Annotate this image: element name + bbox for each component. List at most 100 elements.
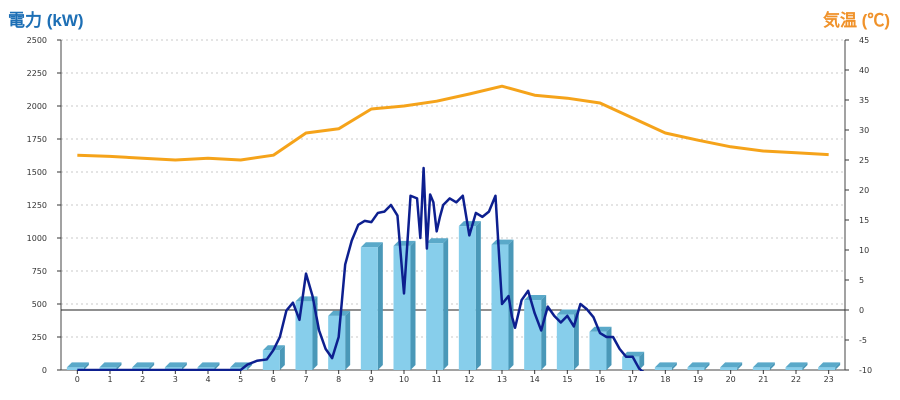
power-bar: [132, 362, 155, 370]
power-bar-top: [654, 362, 677, 368]
x-axis-tick-label: 7: [303, 375, 308, 384]
right-axis-tick-label: 40: [859, 66, 869, 75]
power-bar-side: [606, 326, 612, 370]
power-bar-top: [328, 310, 351, 316]
power-bar-side: [835, 362, 841, 370]
power-bar: [393, 240, 416, 370]
power-bar: [360, 242, 383, 370]
power-bar-top: [132, 362, 155, 368]
power-bar-side: [802, 362, 808, 370]
left-axis-tick-label: 250: [32, 333, 47, 342]
power-bar-top: [687, 362, 710, 368]
right-axis-tick-label: 20: [859, 186, 869, 195]
right-axis-title: 気温 (℃): [822, 11, 890, 30]
right-axis-tick-label: 0: [859, 306, 864, 315]
power-bar: [426, 238, 449, 370]
power-bar-top: [458, 221, 481, 227]
power-bar-face: [197, 367, 215, 370]
power-bar-side: [377, 242, 383, 370]
power-bar: [164, 362, 187, 370]
x-axis-tick-label: 22: [791, 375, 801, 384]
power-bar-side: [181, 362, 187, 370]
right-axis-tick-label: 35: [859, 96, 869, 105]
power-bar-face: [458, 226, 476, 370]
power-bar-face: [589, 331, 607, 370]
power-bar: [524, 295, 547, 370]
power-bar-side: [149, 362, 155, 370]
left-axis-tick-label: 1500: [27, 168, 47, 177]
power-bar-side: [769, 362, 775, 370]
left-axis-tick-label: 2500: [27, 36, 47, 45]
power-bar-face: [785, 367, 803, 370]
power-bar: [99, 362, 122, 370]
left-axis-title: 電力 (kW): [8, 11, 84, 30]
power-bar-side: [671, 362, 677, 370]
x-axis-tick-label: 18: [660, 375, 670, 384]
power-bar-side: [639, 351, 645, 370]
power-bar: [458, 221, 481, 370]
right-axis-tick-label: 10: [859, 246, 869, 255]
right-axis-tick-label: 15: [859, 216, 869, 225]
right-axis-tick-label: 25: [859, 156, 869, 165]
power-bar-face: [360, 247, 378, 370]
left-axis-tick-label: 0: [42, 366, 47, 375]
power-bar-side: [443, 238, 449, 370]
power-bar-side: [214, 362, 220, 370]
x-axis-tick-label: 12: [464, 375, 474, 384]
power-bar: [197, 362, 220, 370]
x-axis-tick-label: 17: [628, 375, 638, 384]
power-bar: [262, 345, 285, 370]
power-bar: [66, 362, 89, 370]
power-bar: [720, 362, 743, 370]
power-bar-face: [164, 367, 182, 370]
power-bar-face: [720, 367, 738, 370]
x-axis-tick-label: 8: [336, 375, 341, 384]
x-axis-tick-label: 6: [271, 375, 276, 384]
power-bar-top: [99, 362, 122, 368]
power-bar-face: [556, 314, 574, 370]
power-bar-face: [132, 367, 150, 370]
x-axis-tick-label: 2: [140, 375, 145, 384]
left-axis-tick-label: 500: [32, 300, 47, 309]
left-axis-tick-label: 750: [32, 267, 47, 276]
x-axis-tick-label: 3: [173, 375, 178, 384]
left-axis-tick-label: 1250: [27, 201, 47, 210]
power-bar-top: [66, 362, 89, 368]
x-axis-tick-label: 10: [399, 375, 409, 384]
power-bar-face: [752, 367, 770, 370]
power-bar-face: [818, 367, 836, 370]
x-axis-tick-label: 5: [238, 375, 243, 384]
right-axis-tick-label: -10: [859, 366, 872, 375]
left-axis-tick-label: 1750: [27, 135, 47, 144]
power-bar-side: [410, 240, 416, 370]
power-bar-top: [556, 309, 579, 315]
left-axis-tick-label: 1000: [27, 234, 47, 243]
power-bar-face: [654, 367, 672, 370]
x-axis-tick-label: 16: [595, 375, 605, 384]
temperature-line: [77, 84, 829, 162]
right-axis-tick-label: 5: [859, 276, 864, 285]
x-axis-tick-label: 9: [369, 375, 374, 384]
x-axis-tick-label: 19: [693, 375, 703, 384]
left-axis-tick-label: 2250: [27, 69, 47, 78]
power-bar: [818, 362, 841, 370]
power-bar-face: [491, 244, 509, 370]
power-bar-top: [752, 362, 775, 368]
power-bar-side: [541, 295, 547, 370]
power-bar-side: [83, 362, 89, 370]
power-bar-side: [737, 362, 743, 370]
x-axis-tick-label: 0: [75, 375, 80, 384]
power-bar-top: [818, 362, 841, 368]
power-bar-face: [230, 367, 248, 370]
left-axis-tick-label: 2000: [27, 102, 47, 111]
power-bar-top: [426, 238, 449, 244]
right-axis-tick-label: -5: [859, 336, 867, 345]
x-axis-tick-label: 20: [726, 375, 736, 384]
power-bar-top: [785, 362, 808, 368]
power-bar-face: [262, 350, 280, 370]
power-bar-face: [426, 243, 444, 370]
x-axis-tick-label: 13: [497, 375, 507, 384]
power-bar-top: [720, 362, 743, 368]
